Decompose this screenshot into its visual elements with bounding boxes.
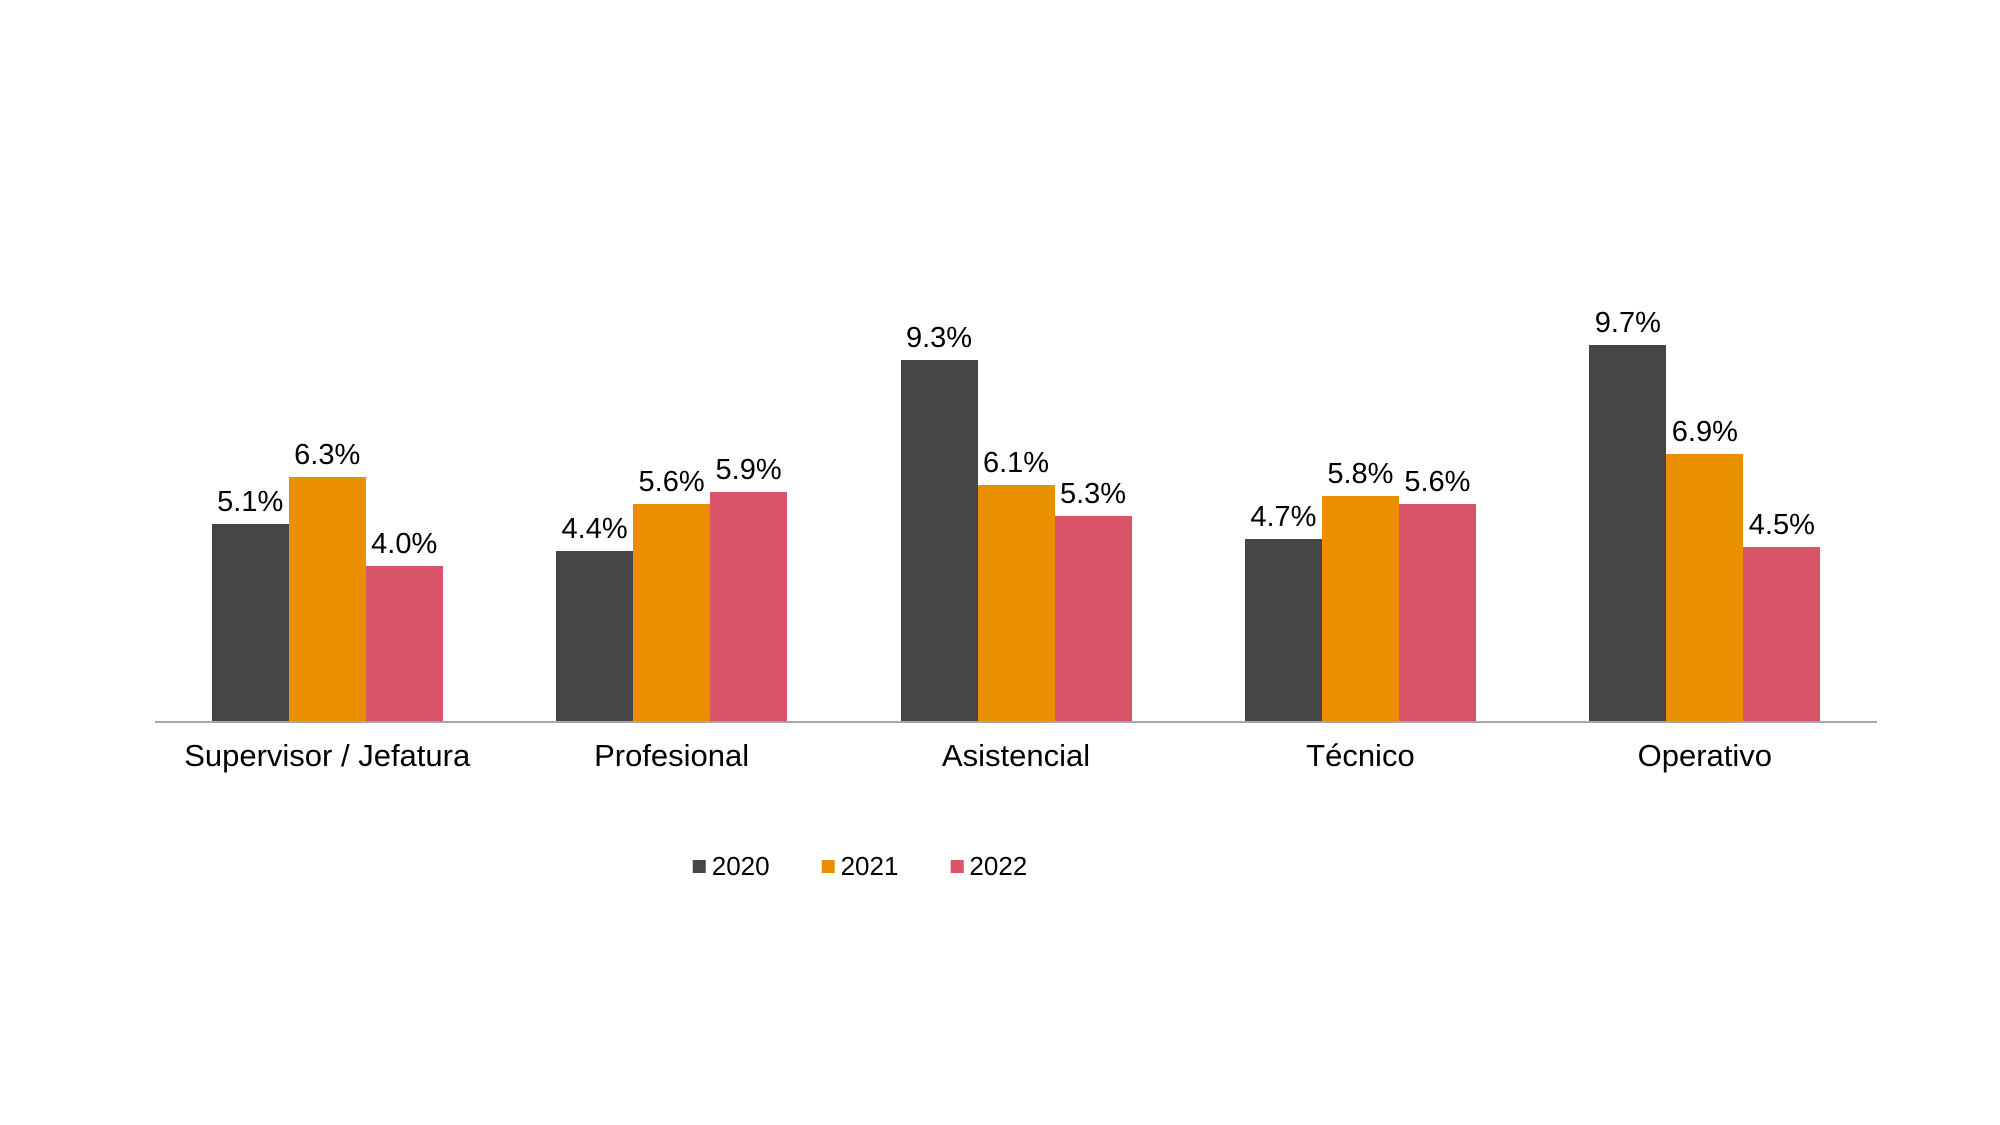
bar-group-1: 5.1% 6.3% 4.0% bbox=[155, 0, 499, 722]
legend-swatch-2022 bbox=[950, 859, 964, 873]
bar-2021-category-2: 5.6% bbox=[633, 468, 711, 722]
category-label-4: Técnico bbox=[1306, 738, 1415, 773]
bar-value-label: 9.3% bbox=[905, 322, 973, 354]
bar-value-label: 5.6% bbox=[1404, 466, 1471, 498]
legend-swatch-2021 bbox=[821, 859, 835, 873]
bar-value-label: 9.7% bbox=[1594, 307, 1661, 339]
legend-item-2022: 2022 bbox=[950, 853, 1027, 879]
category-label-2: Profesional bbox=[594, 738, 750, 773]
bar-group-3: 9.3% 6.1% 5.3% bbox=[844, 0, 1188, 722]
legend-item-2021: 2021 bbox=[821, 851, 899, 881]
bar-2020-category-2: 4.4% bbox=[556, 515, 634, 722]
bar-group-5: 9.7% 6.9% 4.5% bbox=[1533, 0, 1877, 722]
plot-area: 5.1% 6.3% 4.0% 4.4% 5.6% 5.9% 9.3% 6.1% 5.3% 4.7%… bbox=[155, 0, 1877, 722]
category-label-5: Operativo bbox=[1637, 738, 1773, 773]
bar-group-2: 4.4% 5.6% 5.9% bbox=[499, 0, 843, 722]
bar-2022-category-1: 4.0% bbox=[365, 530, 443, 722]
bar-value-label: 5.3% bbox=[1059, 478, 1127, 510]
bar-value-label: 6.3% bbox=[294, 439, 361, 471]
bar-2022-category-5: 4.5% bbox=[1743, 511, 1821, 722]
bar-2022-category-3: 5.3% bbox=[1054, 480, 1132, 722]
bar-value-label: 6.9% bbox=[1671, 416, 1738, 448]
x-axis-category-labels: Supervisor / Jefatura Profesional Asistenc… bbox=[155, 738, 1877, 774]
bar-2021-category-4: 5.8% bbox=[1321, 460, 1399, 722]
legend: 2020 2021 2022 bbox=[692, 851, 1027, 881]
bar-2020-category-1: 5.1% bbox=[211, 488, 289, 722]
bar-value-label: 5.8% bbox=[1327, 458, 1394, 490]
bar-value-label: 4.7% bbox=[1250, 501, 1317, 533]
legend-swatch-2020 bbox=[692, 859, 706, 873]
bar-value-label: 5.1% bbox=[217, 486, 284, 518]
bar-2020-category-5: 9.7% bbox=[1589, 309, 1667, 722]
legend-label-2021: 2021 bbox=[840, 851, 899, 881]
bar-2021-category-3: 6.1% bbox=[977, 449, 1055, 722]
bar-2022-category-4: 5.6% bbox=[1398, 468, 1476, 722]
bar-2021-category-1: 6.3% bbox=[288, 441, 366, 722]
legend-label-2022: 2022 bbox=[969, 851, 1028, 881]
bar-2020-category-3: 9.3% bbox=[900, 324, 978, 722]
x-axis-line bbox=[155, 721, 1877, 723]
bar-value-label: 6.1% bbox=[982, 447, 1050, 479]
bar-group-4: 4.7% 5.8% 5.6% bbox=[1188, 0, 1532, 722]
legend-item-2020: 2020 bbox=[692, 851, 770, 881]
bar-value-label: 5.6% bbox=[638, 466, 705, 498]
bar-value-label: 4.4% bbox=[561, 513, 628, 545]
bar-value-label: 4.5% bbox=[1748, 509, 1815, 541]
category-label-1: Supervisor / Jefatura bbox=[184, 738, 471, 773]
bar-value-label: 4.0% bbox=[371, 528, 438, 560]
category-label-3: Asistencial bbox=[941, 738, 1091, 773]
bar-2020-category-4: 4.7% bbox=[1244, 503, 1322, 722]
bar-2022-category-2: 5.9% bbox=[710, 456, 788, 722]
bar-2021-category-5: 6.9% bbox=[1666, 418, 1744, 722]
bar-value-label: 5.9% bbox=[715, 454, 782, 486]
legend-label-2020: 2020 bbox=[711, 851, 770, 881]
